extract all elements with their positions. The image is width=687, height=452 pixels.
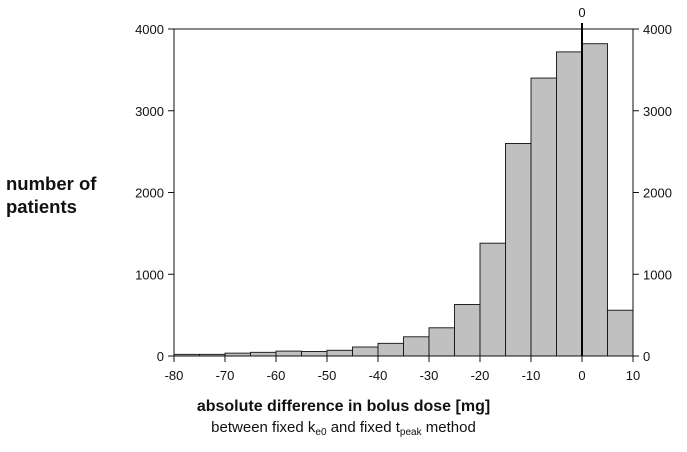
x-tick-label: 10 (626, 368, 640, 383)
y-tick-label-right: 2000 (643, 186, 672, 201)
x-tick-label: -60 (267, 368, 286, 383)
histogram-bar (352, 346, 379, 357)
x-tick-label: -10 (522, 368, 541, 383)
histogram-bar (301, 351, 328, 357)
histogram-bar (428, 327, 455, 357)
x-tick-label: -80 (165, 368, 184, 383)
histogram-bar (275, 350, 302, 357)
x-tick-label: -40 (369, 368, 388, 383)
x-tick-label: -70 (216, 368, 235, 383)
x-axis-label: absolute difference in bolus dose [mg] (196, 398, 491, 415)
histogram-bar (581, 43, 608, 357)
histogram-bar (250, 351, 277, 357)
y-tick-label-left: 4000 (135, 22, 164, 37)
y-tick-label-left: 1000 (135, 267, 164, 282)
x-axis-sublabel: between fixed ke0 and fixed tpeak method (211, 419, 476, 438)
y-tick-label-left: 0 (157, 349, 164, 364)
y-tick-label-right: 4000 (643, 22, 672, 37)
histogram-bar (326, 349, 353, 357)
y-tick-label-left: 3000 (135, 104, 164, 119)
y-tick-label-right: 0 (643, 349, 650, 364)
x-tick-label: -50 (318, 368, 337, 383)
y-axis-label: number of patients (6, 173, 97, 217)
histogram-bar (556, 51, 583, 357)
histogram-bar (607, 309, 634, 357)
x-tick-label: 0 (578, 368, 585, 383)
y-tick-label-left: 2000 (135, 186, 164, 201)
histogram-bar (505, 142, 532, 357)
histogram-bar (403, 336, 430, 357)
histogram-bar (454, 304, 481, 357)
histogram-bar (479, 242, 506, 357)
histogram-bar (530, 77, 557, 357)
reference-line-label: 0 (578, 5, 585, 20)
y-tick-label-right: 1000 (643, 267, 672, 282)
x-tick-label: -20 (471, 368, 490, 383)
x-tick-label: -30 (420, 368, 439, 383)
y-tick-label-right: 3000 (643, 104, 672, 119)
histogram-bar (377, 342, 404, 357)
